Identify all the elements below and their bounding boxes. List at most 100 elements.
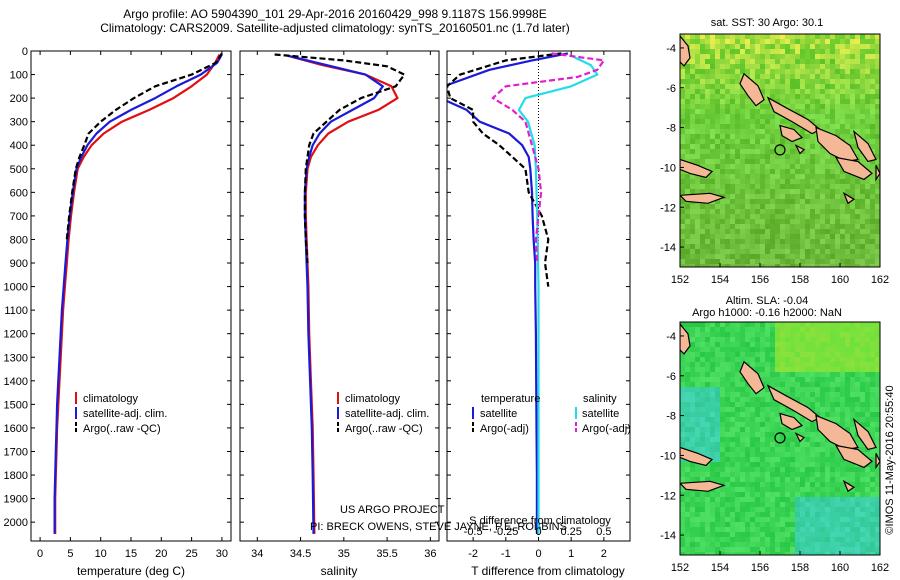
temperature-legend: climatology satellite-adj. clim. Argo(..… xyxy=(75,392,167,435)
map-x-tick-label: 160 xyxy=(831,274,849,286)
depth-tick-label: 2000 xyxy=(4,517,28,529)
map-y-tick-label: -10 xyxy=(660,162,676,174)
map-land xyxy=(680,323,880,493)
argo-float-marker xyxy=(774,144,786,156)
island xyxy=(834,156,873,181)
legend-header-temperature: temperature xyxy=(481,393,540,405)
difference-top-xlabel: S difference from climatology xyxy=(469,515,611,527)
legend-label-s-argo: Argo(-adj) xyxy=(582,423,631,435)
depth-tick-label: 1900 xyxy=(4,494,28,506)
salinity-legend: climatology satellite-adj. clim. Argo(..… xyxy=(337,392,429,435)
depth-tick-label: 800 xyxy=(10,234,28,246)
map-y-tick-label: -4 xyxy=(666,331,676,343)
x-tick-label: 34 xyxy=(251,548,263,560)
depth-tick-label: 1100 xyxy=(4,305,28,317)
x-tick-label: 0 xyxy=(535,548,541,560)
series-line-climatology xyxy=(54,53,221,534)
difference-xlabel: T difference from climatology xyxy=(471,564,625,578)
map-x-tick-label: 156 xyxy=(751,562,769,574)
island xyxy=(842,191,856,205)
series-line-argo xyxy=(274,53,406,264)
depth-tick-label: 1400 xyxy=(4,376,28,388)
sla-map-subtitle: Argo h1000: -0.16 h2000: NaN xyxy=(692,307,842,319)
x-tick-label: 1 xyxy=(568,548,574,560)
x-tick-label: 5 xyxy=(67,548,73,560)
map-y-tick-label: -8 xyxy=(666,123,676,135)
depth-tick-label: 1600 xyxy=(4,423,28,435)
map-x-tick-label: 160 xyxy=(831,562,849,574)
x-tick-label: 10 xyxy=(95,548,107,560)
sst-map-frame xyxy=(679,33,881,268)
x-tick-label: 0 xyxy=(37,548,43,560)
depth-tick-label: 700 xyxy=(10,211,28,223)
x-tick-label: 34.5 xyxy=(290,548,311,560)
series-line-salinity-argo xyxy=(491,52,606,264)
island xyxy=(779,124,804,143)
figure-title-line1: Argo profile: AO 5904390_101 29-Apr-2016… xyxy=(123,7,546,21)
depth-tick-label: 400 xyxy=(10,140,28,152)
map-y-tick-label: -14 xyxy=(660,530,676,542)
map-y-tick-label: -10 xyxy=(660,450,676,462)
series-line-satellite xyxy=(287,54,384,534)
sla-map-frame xyxy=(679,321,881,556)
depth-tick-label: 1000 xyxy=(4,282,28,294)
depth-tick-label: 900 xyxy=(10,258,28,270)
sla-map: Altim. SLA: -0.04 Argo h1000: -0.16 h200… xyxy=(660,295,889,574)
top-tick-label: 0 xyxy=(535,526,541,538)
depth-tick-label: 200 xyxy=(10,93,28,105)
pi-annotation: PI: BRECK OWENS, STEVE JAYNE, P.E. ROBBI… xyxy=(310,521,567,533)
x-tick-label: 36 xyxy=(424,548,436,560)
island xyxy=(680,446,714,467)
x-tick-label: 35 xyxy=(338,548,350,560)
x-tick-label: 25 xyxy=(185,548,197,560)
legend-header-salinity: salinity xyxy=(583,393,617,405)
island xyxy=(875,453,880,470)
island xyxy=(842,479,856,493)
x-tick-label: 15 xyxy=(125,548,137,560)
legend-label-s-satellite: satellite xyxy=(582,408,619,420)
island xyxy=(875,165,880,182)
depth-tick-label: 500 xyxy=(10,164,28,176)
legend-label-t-satellite: satellite xyxy=(480,408,517,420)
island xyxy=(739,360,765,395)
island xyxy=(739,72,765,107)
top-tick-label: 0.25 xyxy=(560,526,581,538)
map-x-tick-label: 154 xyxy=(711,562,729,574)
depth-tick-label: 1800 xyxy=(4,470,28,482)
series-line-salinity-satellite xyxy=(517,54,599,534)
depth-tick-label: 0 xyxy=(22,46,28,58)
map-y-tick-label: -14 xyxy=(660,242,676,254)
top-tick-label: -0.5 xyxy=(464,526,483,538)
map-y-tick-label: -8 xyxy=(666,411,676,423)
series-line-argo xyxy=(65,52,223,240)
island xyxy=(852,129,877,163)
depth-axis: 0 100 200 300 400 500 600 700 800 900 1000 1100 1200… xyxy=(4,46,28,529)
sst-map-title: sat. SST: 30 Argo: 30.1 xyxy=(711,17,824,29)
island xyxy=(852,417,877,451)
project-annotation: US ARGO PROJECT xyxy=(340,504,445,516)
legend-label-satellite: satellite-adj. clim. xyxy=(83,408,167,420)
legend-label-argo: Argo(..raw -QC) xyxy=(345,423,423,435)
depth-tick-label: 1500 xyxy=(4,399,28,411)
island xyxy=(680,158,714,179)
map-y-tick-label: -4 xyxy=(666,43,676,55)
salinity-panel: 34 34.5 35 35.5 36 salinity climatology sate… xyxy=(239,50,567,578)
map-y-tick-label: -12 xyxy=(660,202,676,214)
x-tick-label: -1 xyxy=(501,548,511,560)
series-line-satellite xyxy=(53,53,223,534)
legend-label-climatology: climatology xyxy=(83,393,139,405)
depth-tick-label: 100 xyxy=(10,70,28,82)
x-tick-label: 35.5 xyxy=(376,548,397,560)
island xyxy=(680,35,691,67)
top-tick-label: 0.5 xyxy=(596,526,611,538)
map-y-tick-label: -6 xyxy=(666,371,676,383)
island xyxy=(794,432,806,443)
x-tick-label: 30 xyxy=(216,548,228,560)
depth-tick-label: 600 xyxy=(10,187,28,199)
map-x-tick-label: 156 xyxy=(751,274,769,286)
series-line-temperature-satellite xyxy=(447,52,569,534)
island xyxy=(680,323,691,355)
temperature-frame xyxy=(30,50,232,542)
depth-tick-label: 1300 xyxy=(4,352,28,364)
